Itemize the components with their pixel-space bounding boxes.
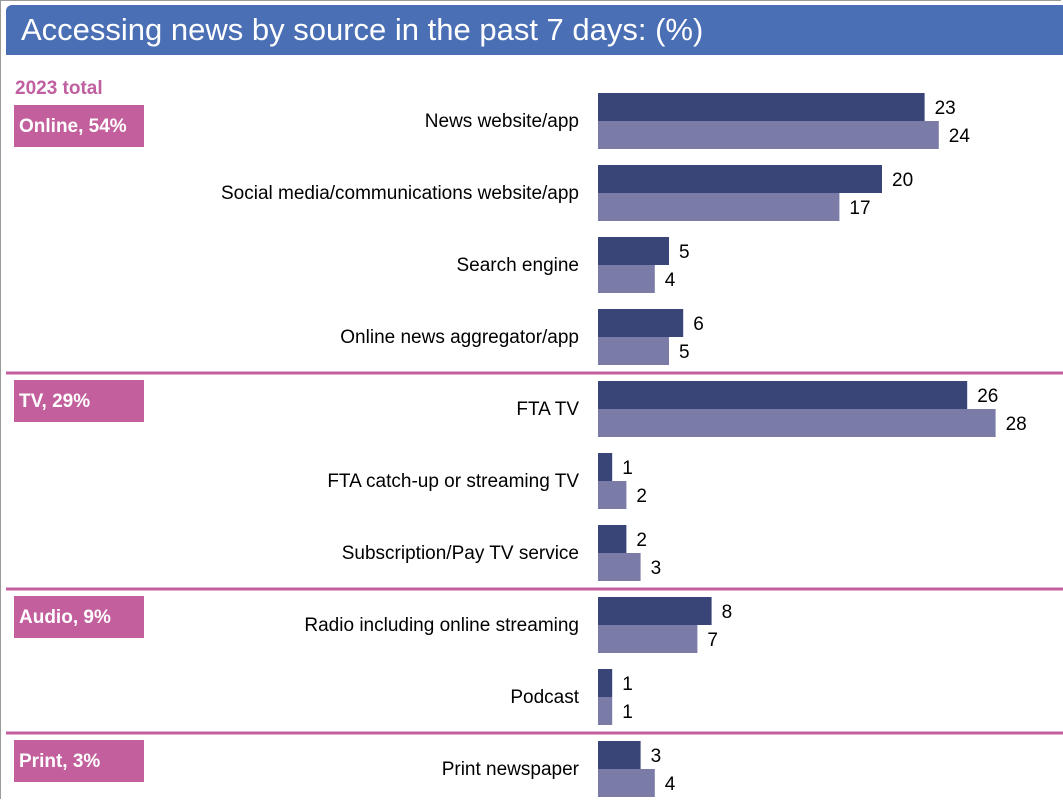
category-label: Print newspaper xyxy=(442,759,580,780)
data-label: 26 xyxy=(977,386,998,407)
group-badge xyxy=(14,380,144,422)
data-label: 20 xyxy=(892,170,913,191)
data-label: 2 xyxy=(636,530,647,551)
group-badge-label: Online, 54% xyxy=(19,116,127,137)
data-label: 28 xyxy=(1006,414,1027,435)
data-label: 7 xyxy=(707,630,718,651)
category-label: Online news aggregator/app xyxy=(340,327,579,348)
bar-series-2 xyxy=(598,481,627,509)
group-badge-label: TV, 29% xyxy=(19,391,90,412)
bar-series-1 xyxy=(598,309,684,337)
group-badge-label: Audio, 9% xyxy=(19,607,111,628)
chart-title: Accessing news by source in the past 7 d… xyxy=(21,12,704,47)
bar-series-1 xyxy=(598,597,712,625)
bar-series-2 xyxy=(598,625,698,653)
category-label: FTA TV xyxy=(516,399,579,420)
bar-series-1 xyxy=(598,669,613,697)
category-label: FTA catch-up or streaming TV xyxy=(327,471,579,492)
bar-series-1 xyxy=(598,525,627,553)
data-label: 24 xyxy=(949,126,971,147)
data-label: 2 xyxy=(636,486,647,507)
category-label: Search engine xyxy=(456,255,579,276)
bar-series-1 xyxy=(598,453,613,481)
bar-series-2 xyxy=(598,337,669,365)
category-label: Subscription/Pay TV service xyxy=(342,543,579,564)
data-label: 17 xyxy=(849,198,870,219)
group-header-label: 2023 total xyxy=(15,78,103,99)
bar-series-2 xyxy=(598,553,641,581)
data-label: 4 xyxy=(665,270,676,291)
bar-series-2 xyxy=(598,697,613,725)
data-label: 1 xyxy=(622,702,633,723)
data-label: 1 xyxy=(622,458,633,479)
bar-series-1 xyxy=(598,165,882,193)
title-bar: Accessing news by source in the past 7 d… xyxy=(6,5,1063,55)
group-badge xyxy=(14,740,144,782)
data-label: 4 xyxy=(665,774,676,795)
data-label: 23 xyxy=(935,98,956,119)
bar-series-1 xyxy=(598,93,925,121)
bar-series-2 xyxy=(598,409,996,437)
data-label: 6 xyxy=(693,314,704,335)
bar-series-1 xyxy=(598,741,641,769)
data-label: 8 xyxy=(722,602,733,623)
category-label: News website/app xyxy=(425,111,579,132)
bar-series-2 xyxy=(598,769,655,797)
bar-series-2 xyxy=(598,265,655,293)
category-label: Podcast xyxy=(510,687,579,708)
group-badge xyxy=(14,105,144,147)
category-label: Social media/communications website/app xyxy=(221,183,579,204)
data-label: 3 xyxy=(651,746,662,767)
group-badge xyxy=(14,596,144,638)
bar-series-1 xyxy=(598,237,669,265)
data-label: 1 xyxy=(622,674,633,695)
group-badge-label: Print, 3% xyxy=(19,751,100,772)
category-label: Radio including online streaming xyxy=(304,615,579,636)
data-label: 5 xyxy=(679,342,690,363)
bar-series-1 xyxy=(598,381,968,409)
data-label: 3 xyxy=(651,558,662,579)
bar-series-2 xyxy=(598,121,939,149)
data-label: 5 xyxy=(679,242,690,263)
bar-series-2 xyxy=(598,193,840,221)
